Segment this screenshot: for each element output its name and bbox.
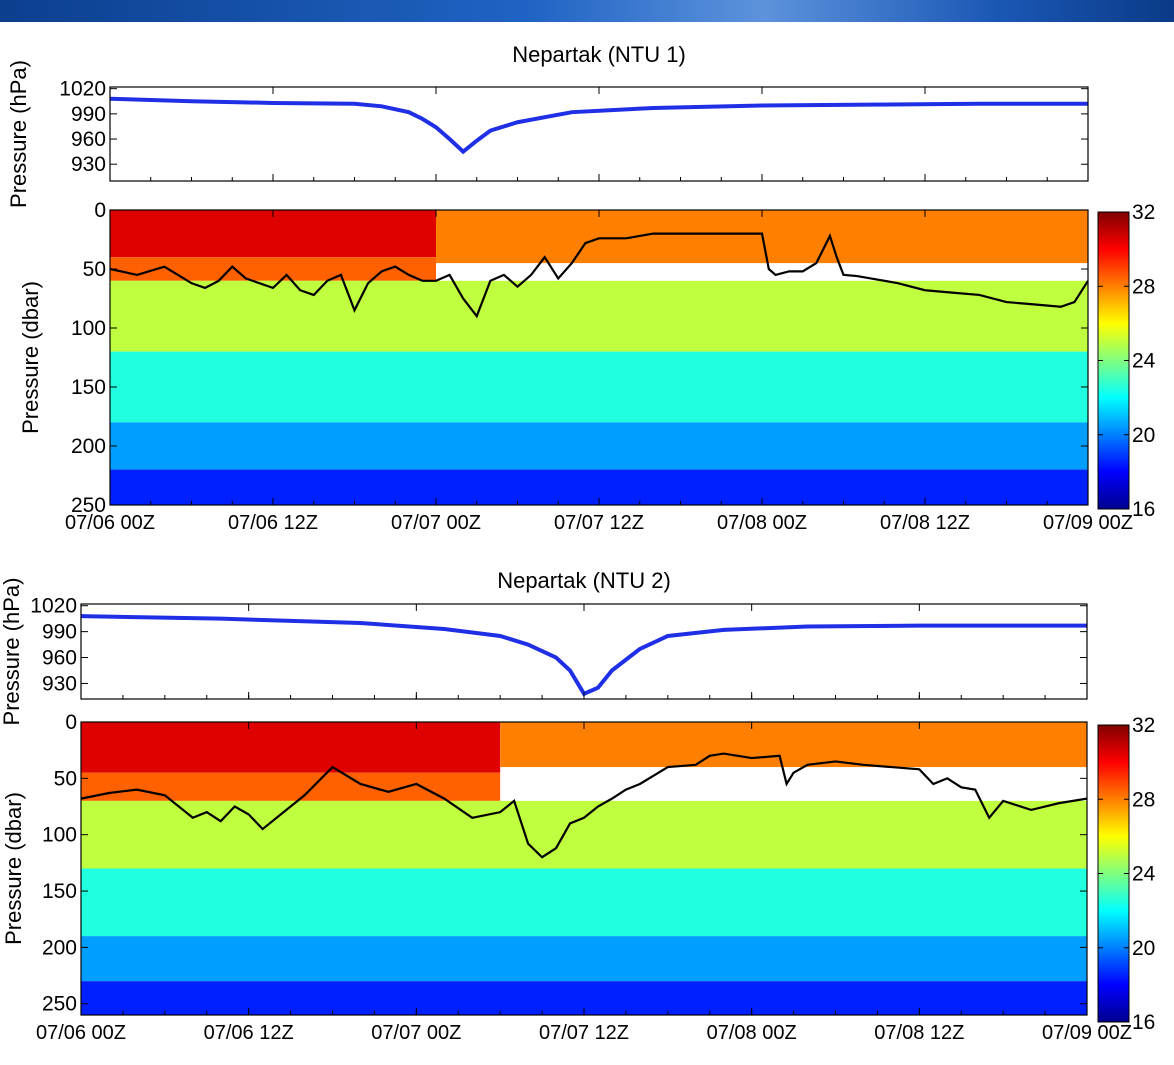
pressure-series	[109, 96, 1088, 155]
x-tick-label: 07/09 00Z	[1042, 1022, 1132, 1044]
temperature-region	[110, 351, 1088, 423]
colorbar-tick-label: 20	[1132, 937, 1155, 960]
y-tick-label: 990	[71, 103, 106, 126]
x-tick-label: 07/06 12Z	[228, 512, 318, 534]
y-tick-label: 0	[65, 711, 77, 734]
x-tick-label: 07/06 12Z	[204, 1022, 294, 1044]
y-tick-label: 960	[42, 647, 77, 670]
isotherm-line	[81, 752, 1087, 859]
temperature-region	[110, 280, 1088, 352]
y-tick-label: 50	[54, 767, 77, 790]
x-tick-label: 07/08 12Z	[874, 1022, 964, 1044]
y-axis-label: Pressure (dbar)	[18, 281, 43, 434]
colorbar-tick-label: 16	[1132, 1011, 1155, 1034]
y-tick-label: 100	[42, 824, 77, 847]
colorbar-tick-label: 28	[1132, 275, 1155, 298]
y-tick-label: 960	[71, 128, 106, 151]
y-tick-label: 1020	[30, 595, 77, 618]
y-tick-label: 250	[42, 993, 77, 1016]
y-tick-label: 150	[71, 376, 106, 399]
y-axis-label: Pressure (dbar)	[1, 792, 26, 945]
colorbar-tick-label: 24	[1132, 350, 1156, 373]
colorbar-tick-label: 28	[1132, 788, 1155, 811]
temperature-region	[110, 422, 1088, 470]
heatmap-area	[110, 210, 1088, 505]
isotherm-line	[110, 232, 1088, 319]
colorbar-tick-label: 32	[1132, 714, 1155, 737]
x-tick-label: 07/06 00Z	[65, 512, 155, 534]
y-tick-label: 50	[83, 258, 106, 281]
y-tick-label: 100	[71, 317, 106, 340]
title-banner	[0, 0, 1174, 22]
x-tick-label: 07/07 12Z	[554, 512, 644, 534]
y-tick-label: 250	[71, 494, 106, 517]
x-tick-label: 07/09 00Z	[1043, 512, 1133, 534]
temperature-region	[81, 800, 1087, 869]
x-tick-label: 07/08 12Z	[880, 512, 970, 534]
y-tick-label: 200	[42, 936, 77, 959]
colorbar	[1097, 211, 1130, 510]
y-tick-label: 200	[71, 435, 106, 458]
x-tick-label: 07/07 00Z	[391, 512, 481, 534]
y-tick-label: 990	[42, 621, 77, 644]
temperature-region	[500, 722, 1087, 768]
x-tick-label: 07/07 12Z	[539, 1022, 629, 1044]
x-tick-label: 07/06 00Z	[36, 1022, 126, 1044]
chart-title: Nepartak (NTU 2)	[497, 568, 671, 593]
x-tick-label: 07/08 00Z	[707, 1022, 797, 1044]
colorbar-tick-label: 24	[1132, 863, 1156, 886]
heatmap-area	[81, 722, 1087, 1015]
temperature-region	[81, 868, 1087, 937]
y-tick-label: 1020	[59, 78, 106, 101]
y-axis-label: Pressure (hPa)	[0, 578, 24, 726]
y-tick-label: 930	[42, 672, 77, 695]
x-tick-label: 07/07 00Z	[371, 1022, 461, 1044]
y-tick-label: 150	[42, 880, 77, 903]
y-tick-label: 930	[71, 153, 106, 176]
temperature-region	[81, 936, 1087, 982]
colorbar-tick-label: 32	[1132, 201, 1155, 224]
y-axis-label: Pressure (hPa)	[6, 60, 31, 208]
pressure-series	[80, 614, 1087, 697]
temperature-region	[81, 772, 501, 801]
colorbar-tick-label: 16	[1132, 498, 1155, 521]
chart-title: Nepartak (NTU 1)	[512, 42, 686, 67]
y-tick-label: 0	[94, 199, 106, 222]
temperature-region	[81, 722, 501, 773]
temperature-region	[110, 257, 436, 281]
colorbar-tick-label: 20	[1132, 424, 1155, 447]
temperature-region	[110, 210, 436, 258]
x-tick-label: 07/08 00Z	[717, 512, 807, 534]
